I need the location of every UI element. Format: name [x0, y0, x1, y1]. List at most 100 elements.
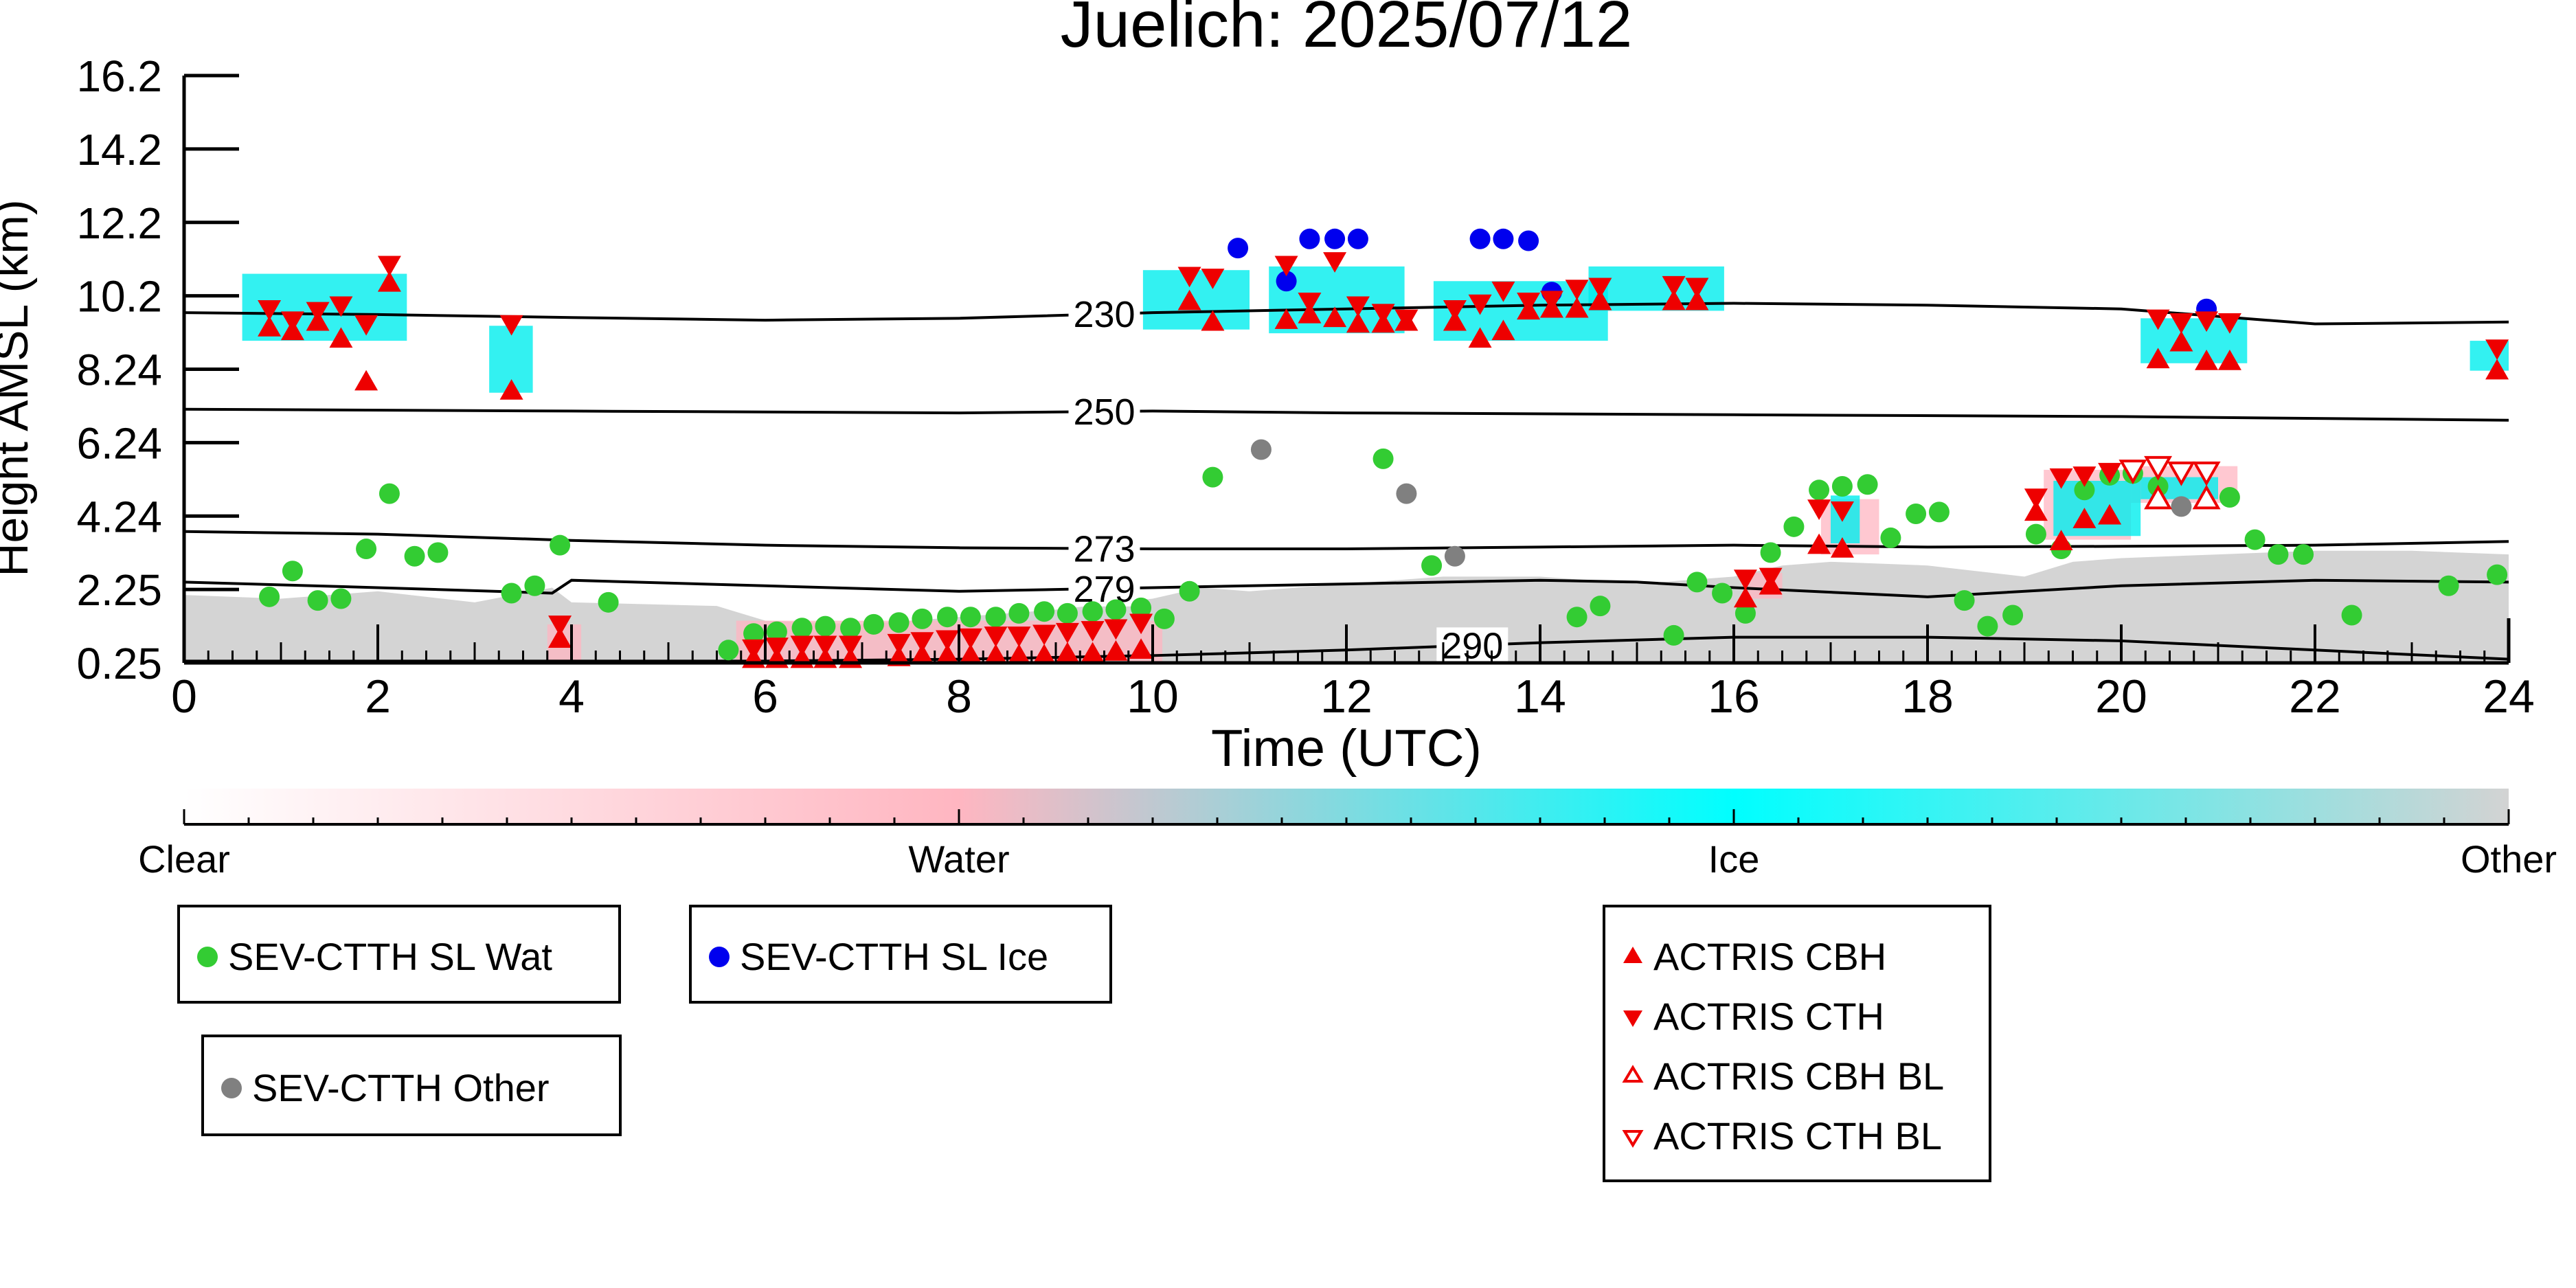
data-point	[2268, 544, 2289, 565]
data-point	[1783, 516, 1805, 537]
legend-sev-wat: SEV-CTTH SL Wat	[177, 905, 621, 1004]
data-point	[743, 623, 765, 644]
data-point	[912, 608, 933, 629]
data-point	[2072, 466, 2097, 487]
data-point	[1685, 278, 1709, 299]
data-point	[2049, 530, 2073, 551]
data-point	[1491, 281, 1515, 302]
data-point	[1323, 252, 1347, 273]
data-point	[329, 327, 353, 348]
data-point	[1177, 267, 1201, 288]
data-point	[1034, 601, 1055, 622]
data-point	[1032, 624, 1057, 646]
data-point	[960, 607, 981, 628]
y-tick-label: 8.24	[76, 346, 162, 395]
data-point	[718, 640, 739, 661]
data-point	[354, 315, 379, 336]
legend-label-actris-cbh-bl: ACTRIS CBH BL	[1653, 1054, 1945, 1098]
data-point	[2192, 484, 2221, 510]
data-point	[306, 302, 330, 323]
data-point	[307, 590, 328, 611]
data-point	[1518, 230, 1539, 251]
isotherm-label-bg	[1068, 394, 1140, 430]
data-point	[2244, 529, 2266, 550]
data-point	[1663, 624, 1684, 646]
data-point	[259, 586, 280, 607]
data-point	[1831, 475, 1853, 497]
data-point	[1299, 228, 1320, 249]
data-point	[2217, 350, 2241, 370]
colorbar-label-ice: Ice	[1708, 837, 1760, 881]
data-point	[1735, 602, 1756, 624]
x-tick-label: 16	[1708, 670, 1760, 723]
data-point	[1055, 642, 1079, 663]
data-point	[499, 315, 523, 336]
legend-label-actris-cbh: ACTRIS CBH	[1653, 935, 1887, 978]
data-point	[2293, 544, 2314, 565]
data-point	[1491, 319, 1515, 341]
isotherm-line-279	[183, 578, 2509, 598]
data-point	[1493, 228, 1514, 249]
y-tick-label: 6.24	[76, 418, 162, 468]
data-point	[1201, 310, 1225, 331]
data-point	[501, 583, 522, 604]
data-point	[791, 618, 813, 639]
data-point	[1081, 642, 1105, 663]
data-point	[2144, 484, 2173, 510]
data-point	[1712, 583, 1733, 604]
data-point	[887, 645, 911, 666]
green-circle-icon	[197, 947, 218, 967]
data-point	[1129, 613, 1153, 635]
x-tick-label: 8	[946, 670, 972, 723]
x-tick-label: 6	[752, 670, 778, 723]
data-point	[550, 534, 571, 556]
data-point	[1421, 555, 1443, 576]
data-point	[1274, 256, 1298, 277]
data-point	[985, 607, 1006, 628]
data-point	[1830, 501, 1854, 522]
data-point	[1760, 542, 1781, 563]
data-point	[1153, 608, 1175, 629]
data-point	[377, 256, 401, 277]
data-point	[1008, 602, 1030, 624]
data-point	[1759, 567, 1783, 589]
data-point	[1201, 269, 1225, 289]
data-point	[2217, 313, 2241, 334]
data-point	[1179, 580, 1200, 602]
colorbar-ticks: Clear Water Ice Other	[138, 809, 2557, 881]
chart-title: Juelich: 2025/07/12	[1061, 0, 1633, 61]
isotherm-label-bg	[1068, 570, 1140, 607]
data-point	[280, 311, 304, 332]
data-point	[2167, 461, 2195, 486]
isotherm-label-273: 273	[1073, 529, 1135, 570]
data-point	[1250, 439, 1272, 460]
data-point	[548, 627, 572, 648]
data-point	[356, 539, 377, 560]
red-triangle-down-icon	[1623, 1010, 1642, 1027]
data-point	[1566, 607, 1588, 628]
data-point	[1468, 294, 1492, 315]
data-point	[2024, 500, 2048, 521]
data-point	[1324, 228, 1346, 249]
data-point	[258, 300, 282, 321]
isotherm-label-bg	[1068, 296, 1140, 332]
data-point	[936, 630, 960, 651]
data-point	[984, 644, 1008, 665]
series-6	[2119, 455, 2221, 486]
data-point	[1082, 601, 1103, 622]
series-5	[2144, 484, 2221, 510]
legend-sev-ice: SEV-CTTH SL Ice	[689, 905, 1112, 1004]
data-point	[2195, 350, 2219, 370]
y-tick-label: 14.2	[76, 125, 162, 174]
data-point	[1104, 640, 1128, 661]
data-point	[1588, 278, 1612, 299]
data-point	[2169, 330, 2193, 352]
x-tick-label: 22	[2289, 670, 2341, 723]
legend-label-actris-cth: ACTRIS CTH	[1653, 995, 1884, 1038]
data-point	[1444, 545, 1465, 567]
data-point	[936, 644, 960, 665]
data-point	[427, 542, 449, 563]
data-point	[887, 633, 911, 655]
data-point	[958, 644, 982, 665]
data-point	[1733, 587, 1757, 608]
